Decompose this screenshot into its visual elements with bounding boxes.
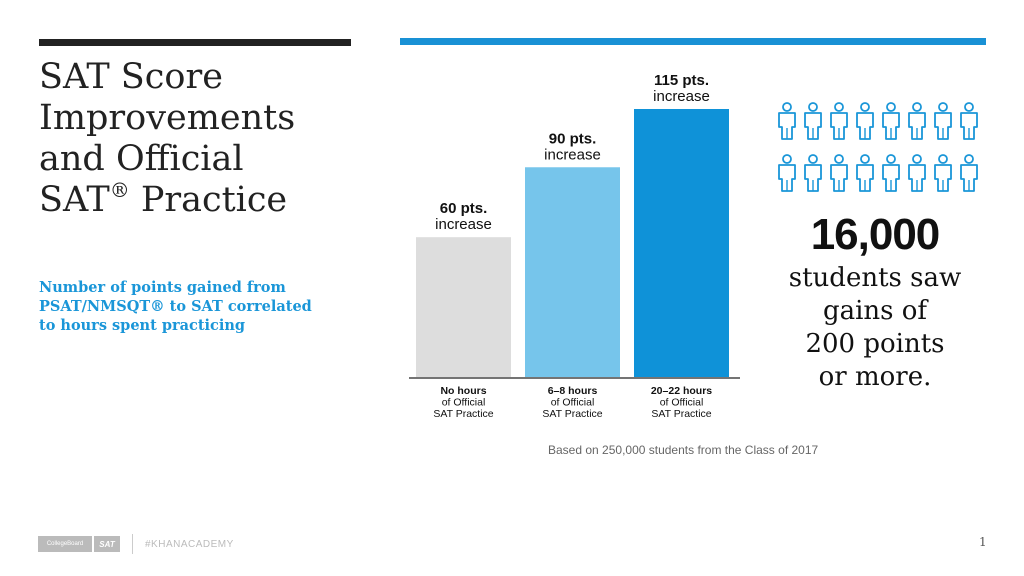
title-rule bbox=[39, 39, 351, 46]
person-icon bbox=[802, 102, 824, 140]
category-label: No hours bbox=[440, 385, 486, 397]
bar-value-sublabel: increase bbox=[435, 216, 492, 233]
category-label: of Official bbox=[442, 397, 486, 409]
stat-number: 16,000 bbox=[810, 210, 941, 259]
person-icon bbox=[776, 154, 798, 192]
student-icon-grid bbox=[776, 102, 978, 206]
person-icon bbox=[906, 154, 928, 192]
person-icon bbox=[880, 154, 902, 192]
category-label: SAT Practice bbox=[433, 408, 493, 420]
bar-value-label: 90 pts. bbox=[549, 130, 597, 147]
bar-value-sublabel: increase bbox=[544, 146, 601, 163]
bar bbox=[634, 109, 729, 377]
person-icon bbox=[802, 154, 824, 192]
page-number: 1 bbox=[979, 535, 987, 549]
bar-value-sublabel: increase bbox=[653, 88, 710, 105]
category-label: 20–22 hours bbox=[651, 385, 712, 397]
page-title: SAT Score Improvements and Official SAT®… bbox=[39, 57, 296, 220]
chart-subtitle: Number of points gained from PSAT/NMSQT®… bbox=[39, 279, 312, 334]
category-label: SAT Practice bbox=[542, 408, 602, 420]
category-label: 6–8 hours bbox=[548, 385, 598, 397]
person-icon bbox=[958, 102, 980, 140]
bar bbox=[416, 237, 511, 377]
person-icon bbox=[776, 102, 798, 140]
person-icon bbox=[880, 102, 902, 140]
footer-logos: CollegeBoard SAT #KHANACADEMY bbox=[38, 534, 234, 554]
person-icon bbox=[932, 154, 954, 192]
person-icon bbox=[828, 154, 850, 192]
category-label: of Official bbox=[551, 397, 595, 409]
stat-description: students saw gains of 200 points or more… bbox=[788, 263, 962, 392]
icon-row bbox=[776, 154, 978, 192]
person-icon bbox=[932, 102, 954, 140]
category-label: of Official bbox=[660, 397, 704, 409]
khan-academy-label: #KHANACADEMY bbox=[145, 538, 234, 550]
person-icon bbox=[958, 154, 980, 192]
bar-value-label: 60 pts. bbox=[440, 200, 488, 217]
chart-rule bbox=[400, 38, 986, 45]
footer-divider bbox=[132, 534, 133, 554]
person-icon bbox=[828, 102, 850, 140]
person-icon bbox=[854, 102, 876, 140]
icon-row bbox=[776, 102, 978, 140]
collegeboard-logo: CollegeBoard bbox=[38, 536, 92, 552]
bar-value-label: 115 pts. bbox=[654, 72, 709, 89]
person-icon bbox=[854, 154, 876, 192]
person-icon bbox=[906, 102, 928, 140]
sat-logo: SAT bbox=[94, 536, 120, 552]
category-label: SAT Practice bbox=[651, 408, 711, 420]
registered-mark: ® bbox=[109, 178, 130, 202]
bar bbox=[525, 167, 620, 377]
chart-footnote: Based on 250,000 students from the Class… bbox=[548, 443, 819, 457]
